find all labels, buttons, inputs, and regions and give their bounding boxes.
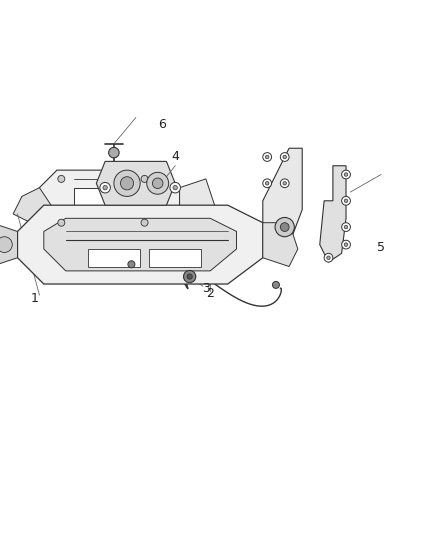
Text: 1: 1: [31, 292, 39, 304]
Circle shape: [342, 170, 350, 179]
Polygon shape: [149, 249, 201, 266]
Circle shape: [265, 155, 269, 159]
Polygon shape: [39, 170, 180, 231]
Circle shape: [0, 237, 12, 253]
Polygon shape: [263, 223, 298, 266]
Circle shape: [265, 182, 269, 185]
Polygon shape: [88, 249, 140, 266]
Circle shape: [147, 172, 169, 194]
Polygon shape: [96, 161, 175, 205]
Circle shape: [342, 240, 350, 249]
Circle shape: [283, 155, 286, 159]
Circle shape: [342, 223, 350, 231]
Polygon shape: [44, 219, 237, 271]
Circle shape: [152, 178, 163, 189]
Text: 6: 6: [158, 118, 166, 131]
Circle shape: [344, 173, 348, 176]
Polygon shape: [13, 188, 57, 223]
Circle shape: [275, 217, 294, 237]
Polygon shape: [74, 188, 136, 214]
Text: 3: 3: [202, 282, 210, 295]
Text: 4: 4: [171, 150, 179, 164]
Circle shape: [170, 182, 180, 193]
Circle shape: [263, 179, 272, 188]
Circle shape: [128, 261, 135, 268]
Polygon shape: [18, 205, 263, 284]
Circle shape: [283, 182, 286, 185]
Circle shape: [58, 219, 65, 226]
Circle shape: [272, 281, 279, 288]
Circle shape: [173, 185, 177, 190]
Circle shape: [120, 177, 134, 190]
Circle shape: [141, 175, 148, 182]
Circle shape: [109, 147, 119, 158]
Circle shape: [280, 152, 289, 161]
Circle shape: [58, 175, 65, 182]
Circle shape: [114, 170, 140, 197]
Text: 2: 2: [206, 287, 214, 300]
Circle shape: [141, 219, 148, 226]
Polygon shape: [180, 179, 215, 223]
Circle shape: [100, 182, 110, 193]
Circle shape: [103, 185, 107, 190]
Text: 5: 5: [377, 241, 385, 254]
Circle shape: [344, 199, 348, 203]
Polygon shape: [0, 223, 18, 266]
Circle shape: [187, 274, 192, 279]
Polygon shape: [263, 148, 302, 253]
Circle shape: [184, 270, 196, 282]
Circle shape: [344, 243, 348, 246]
Circle shape: [344, 225, 348, 229]
Circle shape: [324, 253, 333, 262]
Circle shape: [342, 197, 350, 205]
Polygon shape: [320, 166, 346, 262]
Circle shape: [280, 223, 289, 231]
Circle shape: [280, 179, 289, 188]
Circle shape: [327, 256, 330, 260]
Circle shape: [263, 152, 272, 161]
